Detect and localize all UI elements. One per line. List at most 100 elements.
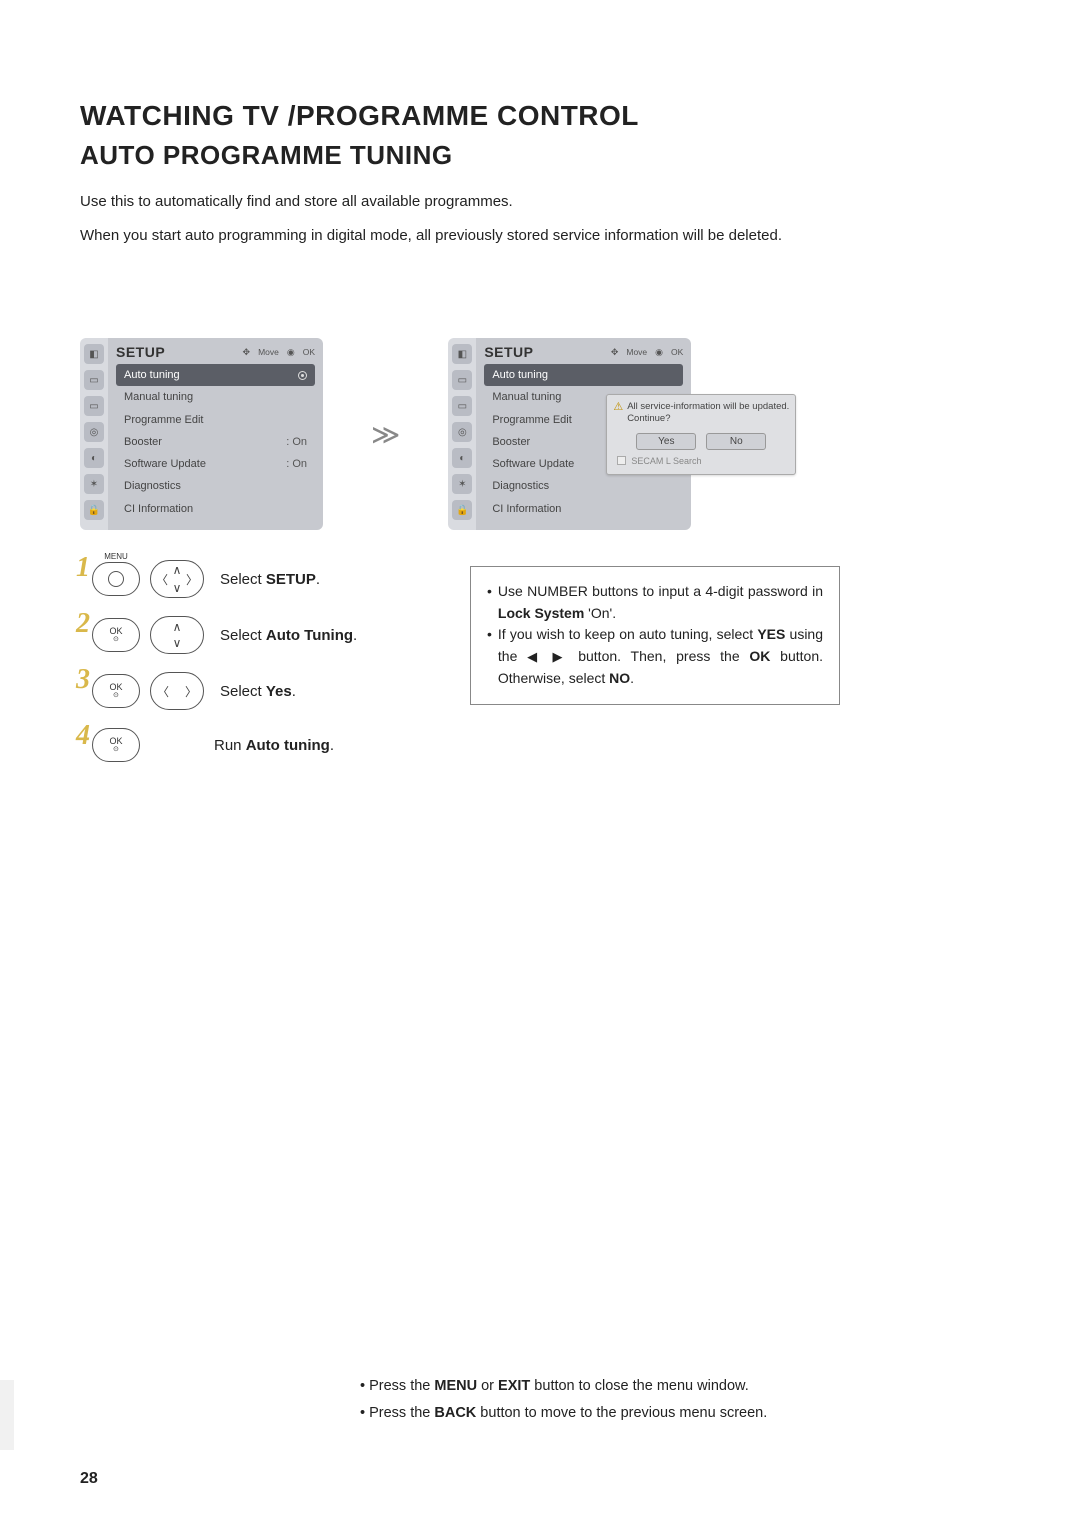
transition-arrow-icon: ≫ [363,418,408,451]
step-number: 4 [76,720,90,752]
step-number: 1 [76,552,90,584]
popup-checkbox-row[interactable]: SECAM L Search [613,456,789,466]
confirm-popup: ⚠ All service-information will be update… [606,394,796,475]
popup-checkbox-label: SECAM L Search [631,456,701,466]
osd-item-label: CI Information [124,502,193,516]
popup-message: All service-information will be updated.… [627,401,789,425]
chevron-right-icon: 〉 [186,571,198,588]
popup-yes-button[interactable]: Yes [636,433,696,450]
osd-item-value: : On [286,435,307,449]
menu-icon: ◐ [452,448,472,468]
chevron-right-icon: 〉 [185,683,197,700]
osd-item-label: Software Update [124,457,206,471]
osd-item-value: : On [286,457,307,471]
osd-item-label: Programme Edit [492,413,571,427]
osd-item-label: Auto tuning [492,368,548,382]
osd-item-label: CI Information [492,502,561,516]
menu-icon: 🔒 [452,500,472,520]
osd-item[interactable]: Diagnostics [116,475,315,497]
osd-panels-row: ◧ ▭ ▭ ◎ ◐ ✶ 🔒 SETUP ✥ Move ◉ OK Auto tun… [80,338,1000,530]
side-tab [0,1380,14,1450]
intro-paragraph-1: Use this to automatically find and store… [80,189,1000,215]
remote-ok-button: OK⊙ [92,618,140,652]
osd-item-label: Diagnostics [124,479,181,493]
button-label: OK [109,737,122,746]
osd-item-label: Auto tuning [124,368,180,382]
osd-icon-column: ◧ ▭ ▭ ◎ ◐ ✶ 🔒 [80,338,108,530]
section-title: WATCHING TV /PROGRAMME CONTROL [80,100,1000,132]
osd-item[interactable]: CI Information [484,498,683,520]
osd-item-label: Software Update [492,457,574,471]
osd-title: SETUP [116,344,165,360]
footer-note: Press the BACK button to move to the pre… [360,1400,1000,1428]
menu-icon: ▭ [452,370,472,390]
remote-menu-button: MENU [92,562,140,596]
chevron-down-icon: ∨ [173,581,182,595]
hint-ok: OK [303,347,315,357]
step-4: 4 OK⊙ Run Auto tuning. [80,728,440,762]
hint-move: Move [626,347,647,357]
chevron-up-icon: ∧ [173,620,182,634]
menu-icon: ◎ [452,422,472,442]
menu-icon: ▭ [84,396,104,416]
osd-item-label: Booster [124,435,162,449]
osd-hints: ✥ Move ◉ OK [611,347,683,358]
menu-icon: ▭ [452,396,472,416]
menu-icon: ◎ [84,422,104,442]
step-3: 3 OK⊙ 〈 〉 Select Yes. [80,672,440,710]
steps-section: 1 MENU ∧ ∨ 〈 〉 Select SETUP. 2 OK⊙ ∧ ∨ [80,560,1000,780]
step-number: 2 [76,608,90,640]
osd-item[interactable]: Manual tuning [116,386,315,408]
steps-column: 1 MENU ∧ ∨ 〈 〉 Select SETUP. 2 OK⊙ ∧ ∨ [80,560,440,780]
selected-indicator-icon [298,371,307,380]
osd-body: SETUP ✥ Move ◉ OK Auto tuning Manual tun… [108,338,323,530]
osd-item-label: Manual tuning [492,390,561,404]
remote-dpad: ∧ ∨ [150,616,204,654]
footer-note: Press the MENU or EXIT button to close t… [360,1373,1000,1401]
osd-item[interactable]: CI Information [116,498,315,520]
menu-icon: 🔒 [84,500,104,520]
remote-ok-button: OK⊙ [92,728,140,762]
button-label: MENU [104,552,128,561]
warning-icon: ⚠ [613,401,623,415]
hint-move: Move [258,347,279,357]
osd-menu-list: Auto tuning Manual tuning Programme Edit… [116,364,315,520]
menu-icon: ✶ [452,474,472,494]
chevron-left-icon: 〈 [157,683,169,700]
step-number: 3 [76,664,90,696]
popup-no-button[interactable]: No [706,433,766,450]
button-label: OK [109,627,122,636]
step-text: Run Auto tuning. [214,737,334,754]
osd-item[interactable]: Diagnostics [484,475,683,497]
osd-item-auto-tuning[interactable]: Auto tuning [484,364,683,386]
button-label: OK [109,683,122,692]
osd-hints: ✥ Move ◉ OK [243,347,315,358]
tips-box: Use NUMBER buttons to input a 4-digit pa… [470,566,840,704]
osd-item[interactable]: Programme Edit [116,409,315,431]
hint-ok: OK [671,347,683,357]
menu-icon: ▭ [84,370,104,390]
remote-dpad: 〈 〉 [150,672,204,710]
checkbox-icon [617,456,626,465]
move-icon: ✥ [243,347,251,358]
osd-item-label: Manual tuning [124,390,193,404]
osd-item[interactable]: Booster : On [116,431,315,453]
tip-item: Use NUMBER buttons to input a 4-digit pa… [487,581,823,624]
osd-item[interactable]: Software Update : On [116,453,315,475]
osd-item-auto-tuning[interactable]: Auto tuning [116,364,315,386]
step-1: 1 MENU ∧ ∨ 〈 〉 Select SETUP. [80,560,440,598]
menu-icon: ◧ [84,344,104,364]
remote-ok-button: OK⊙ [92,674,140,708]
left-right-arrow-icon: ◀ ▶ [527,649,568,664]
tip-item: If you wish to keep on auto tuning, sele… [487,624,823,689]
footer-notes: Press the MENU or EXIT button to close t… [0,1373,1080,1428]
ok-icon: ◉ [655,347,663,358]
osd-item-label: Diagnostics [492,479,549,493]
step-text: Select Auto Tuning. [220,627,357,644]
osd-title: SETUP [484,344,533,360]
chevron-left-icon: 〈 [156,571,168,588]
ok-icon: ◉ [287,347,295,358]
chevron-down-icon: ∨ [173,636,182,650]
menu-icon: ✶ [84,474,104,494]
chevron-up-icon: ∧ [173,563,182,577]
